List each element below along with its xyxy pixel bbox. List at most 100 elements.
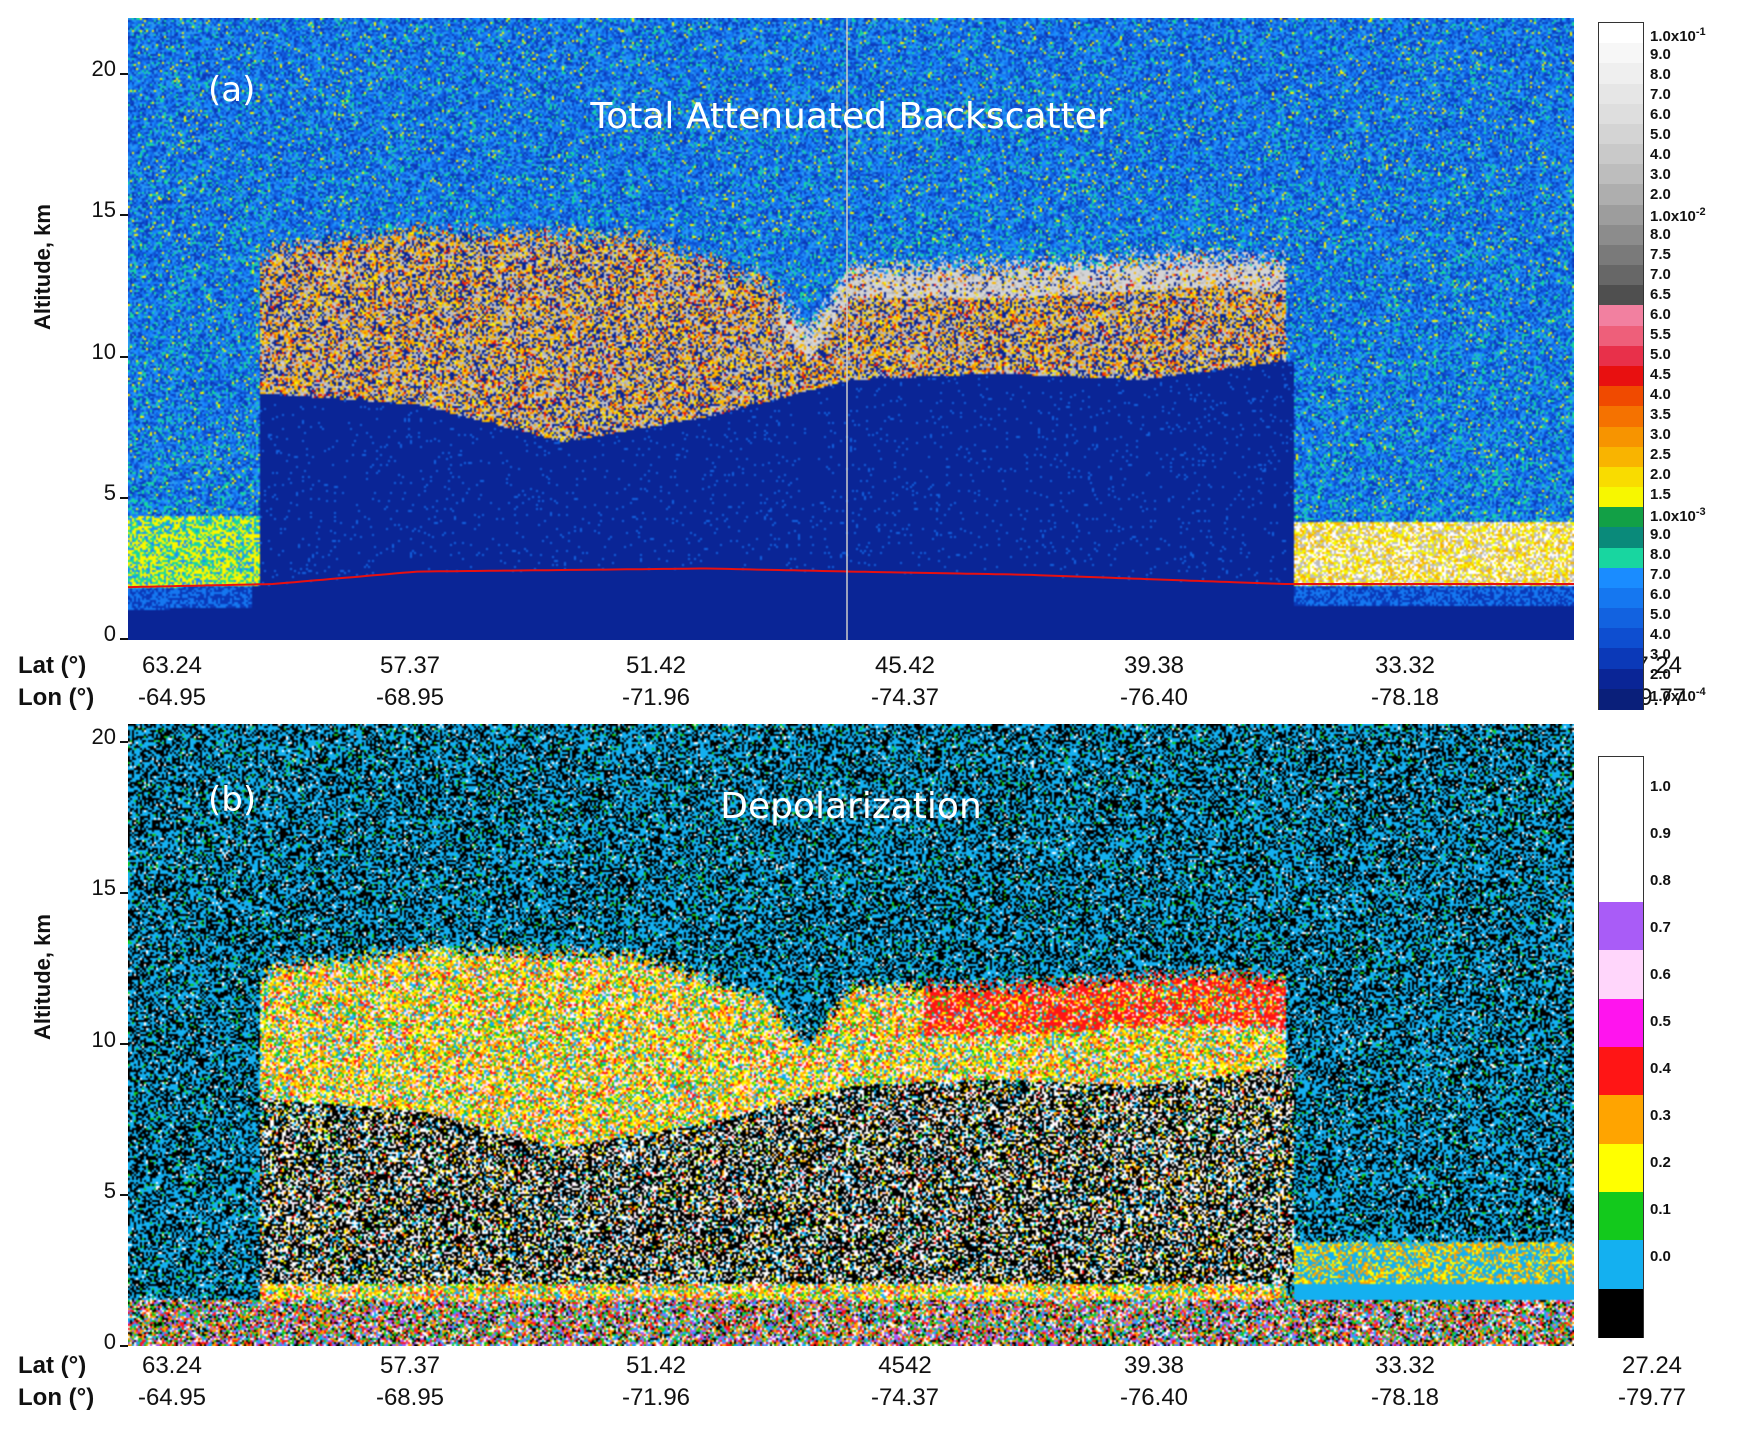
y-tick-label: 20 bbox=[91, 56, 116, 81]
colorbar-label: 7.0 bbox=[1650, 86, 1671, 103]
colorbar-label: 5.0 bbox=[1650, 126, 1671, 143]
lat-tick-label: 33.32 bbox=[1374, 1352, 1436, 1379]
backscatter-overlay bbox=[128, 18, 1574, 640]
backscatter-panel: Altitude, km 0 5 10 15 20 (a) Total Atte… bbox=[0, 18, 1741, 712]
colorbar-label: 0.8 bbox=[1650, 872, 1671, 889]
latitude-axis: Lat (°) 63.24 57.37 51.42 4542 39.38 33.32 27.… bbox=[0, 1352, 1741, 1380]
lat-tick-label: 63.24 bbox=[141, 652, 203, 679]
colorbar-label: 0.2 bbox=[1650, 1154, 1671, 1171]
colorbar-swatch bbox=[1599, 1095, 1643, 1145]
colorbar-swatch bbox=[1599, 628, 1643, 650]
colorbar-label: 2.5 bbox=[1650, 446, 1671, 463]
y-tick-label: 20 bbox=[91, 724, 116, 749]
lat-header: Lat (°) bbox=[18, 1352, 87, 1379]
colorbar-swatch bbox=[1599, 184, 1643, 206]
colorbar-swatch bbox=[1599, 144, 1643, 166]
colorbar-label: 2.0 bbox=[1650, 466, 1671, 483]
colorbar-swatch bbox=[1599, 466, 1643, 489]
panel-letter: (a) bbox=[208, 70, 256, 110]
lat-tick-label: 51.42 bbox=[625, 1352, 687, 1379]
colorbar-swatch bbox=[1599, 366, 1643, 388]
lat-tick-label: 57.37 bbox=[379, 1352, 441, 1379]
colorbar-swatch bbox=[1599, 1288, 1643, 1338]
depolarization-heatmap bbox=[128, 724, 1574, 1346]
colorbar-swatch bbox=[1599, 103, 1643, 125]
y-tick-mark bbox=[120, 1345, 128, 1347]
y-tick-label: 10 bbox=[91, 1027, 116, 1052]
colorbar-label: 0.1 bbox=[1650, 1201, 1671, 1218]
lon-tick-label: -78.18 bbox=[1370, 1384, 1440, 1411]
colorbar-label: 7.0 bbox=[1650, 266, 1671, 283]
colorbar-swatch bbox=[1599, 63, 1643, 85]
colorbar-swatch bbox=[1599, 587, 1643, 610]
colorbar-label: 1.0x10-4 bbox=[1650, 686, 1706, 705]
depolarization-plot-area: (b) Depolarization bbox=[128, 724, 1574, 1346]
colorbar-swatch bbox=[1599, 406, 1643, 428]
colorbar-swatch bbox=[1599, 1192, 1643, 1242]
colorbar-label: 1.0 bbox=[1650, 778, 1671, 795]
colorbar-label: 7.0 bbox=[1650, 566, 1671, 583]
colorbar-label: 6.0 bbox=[1650, 586, 1671, 603]
colorbar-swatch bbox=[1599, 285, 1643, 307]
lat-tick-label: 57.37 bbox=[379, 652, 441, 679]
lon-tick-label: -78.18 bbox=[1370, 684, 1440, 711]
colorbar-label: 4.0 bbox=[1650, 626, 1671, 643]
lat-tick-label: 33.32 bbox=[1374, 652, 1436, 679]
colorbar-label: 1.0x10-3 bbox=[1650, 506, 1706, 525]
colorbar-label: 0.4 bbox=[1650, 1060, 1671, 1077]
colorbar-label: 6.0 bbox=[1650, 306, 1671, 323]
y-tick-mark bbox=[120, 1194, 128, 1196]
colorbar-swatch bbox=[1599, 668, 1643, 690]
colorbar-swatch bbox=[1599, 805, 1643, 855]
y-tick-mark bbox=[120, 892, 128, 894]
lon-tick-label: -64.95 bbox=[137, 1384, 207, 1411]
lon-header: Lon (°) bbox=[18, 1384, 95, 1411]
colorbar-swatch bbox=[1599, 224, 1643, 246]
colorbar-swatch bbox=[1599, 204, 1643, 226]
colorbar-label: 2.0 bbox=[1650, 666, 1671, 683]
lat-tick-label: 51.42 bbox=[625, 652, 687, 679]
colorbar-swatch bbox=[1599, 527, 1643, 549]
lon-tick-label: -68.95 bbox=[375, 684, 445, 711]
colorbar-label: 6.5 bbox=[1650, 286, 1671, 303]
longitude-axis: Lon (°) -64.95 -68.95 -71.96 -74.37 -76.40 -7… bbox=[0, 684, 1741, 712]
panel-letter: (b) bbox=[208, 780, 257, 820]
lon-tick-label: -76.40 bbox=[1119, 684, 1189, 711]
backscatter-heatmap bbox=[128, 18, 1574, 640]
y-tick-mark bbox=[120, 741, 128, 743]
colorbar-label: 8.0 bbox=[1650, 66, 1671, 83]
lat-tick-label: 4542 bbox=[878, 1352, 932, 1379]
y-axis-label: Altitude, km bbox=[30, 204, 55, 330]
colorbar-label: 1.0x10-2 bbox=[1650, 206, 1706, 225]
lat-header: Lat (°) bbox=[18, 652, 87, 679]
colorbar-label: 4.5 bbox=[1650, 366, 1671, 383]
lon-header: Lon (°) bbox=[18, 684, 95, 711]
colorbar-swatch bbox=[1599, 123, 1643, 146]
colorbar-label: 0.5 bbox=[1650, 1013, 1671, 1030]
depolarization-colorbar bbox=[1598, 756, 1644, 1338]
lon-tick-label: -64.95 bbox=[137, 684, 207, 711]
y-tick-label: 5 bbox=[103, 1178, 116, 1203]
y-axis-label: Altitude, km bbox=[30, 914, 55, 1040]
colorbar-swatch bbox=[1599, 305, 1643, 327]
colorbar-swatch bbox=[1599, 1143, 1643, 1193]
colorbar-label: 3.0 bbox=[1650, 646, 1671, 663]
lon-tick-label: -71.96 bbox=[621, 684, 691, 711]
colorbar-swatch bbox=[1599, 507, 1643, 529]
y-tick-label: 10 bbox=[91, 339, 116, 364]
colorbar-label: 9.0 bbox=[1650, 46, 1671, 63]
lat-tick-label: 45.42 bbox=[874, 652, 936, 679]
chart-title: Depolarization bbox=[720, 786, 982, 827]
colorbar-swatch bbox=[1599, 757, 1643, 807]
y-tick-mark bbox=[120, 214, 128, 216]
lat-tick-label: 63.24 bbox=[141, 1352, 203, 1379]
colorbar-label: 2.0 bbox=[1650, 186, 1671, 203]
backscatter-colorbar bbox=[1598, 22, 1644, 710]
colorbar-swatch bbox=[1599, 426, 1643, 448]
colorbar-label: 8.0 bbox=[1650, 226, 1671, 243]
colorbar-label: 0.0 bbox=[1650, 1248, 1671, 1265]
colorbar-label: 9.0 bbox=[1650, 526, 1671, 543]
colorbar-swatch bbox=[1599, 23, 1643, 45]
lon-tick-label: -76.40 bbox=[1119, 1384, 1189, 1411]
y-tick-label: 0 bbox=[103, 1329, 116, 1354]
